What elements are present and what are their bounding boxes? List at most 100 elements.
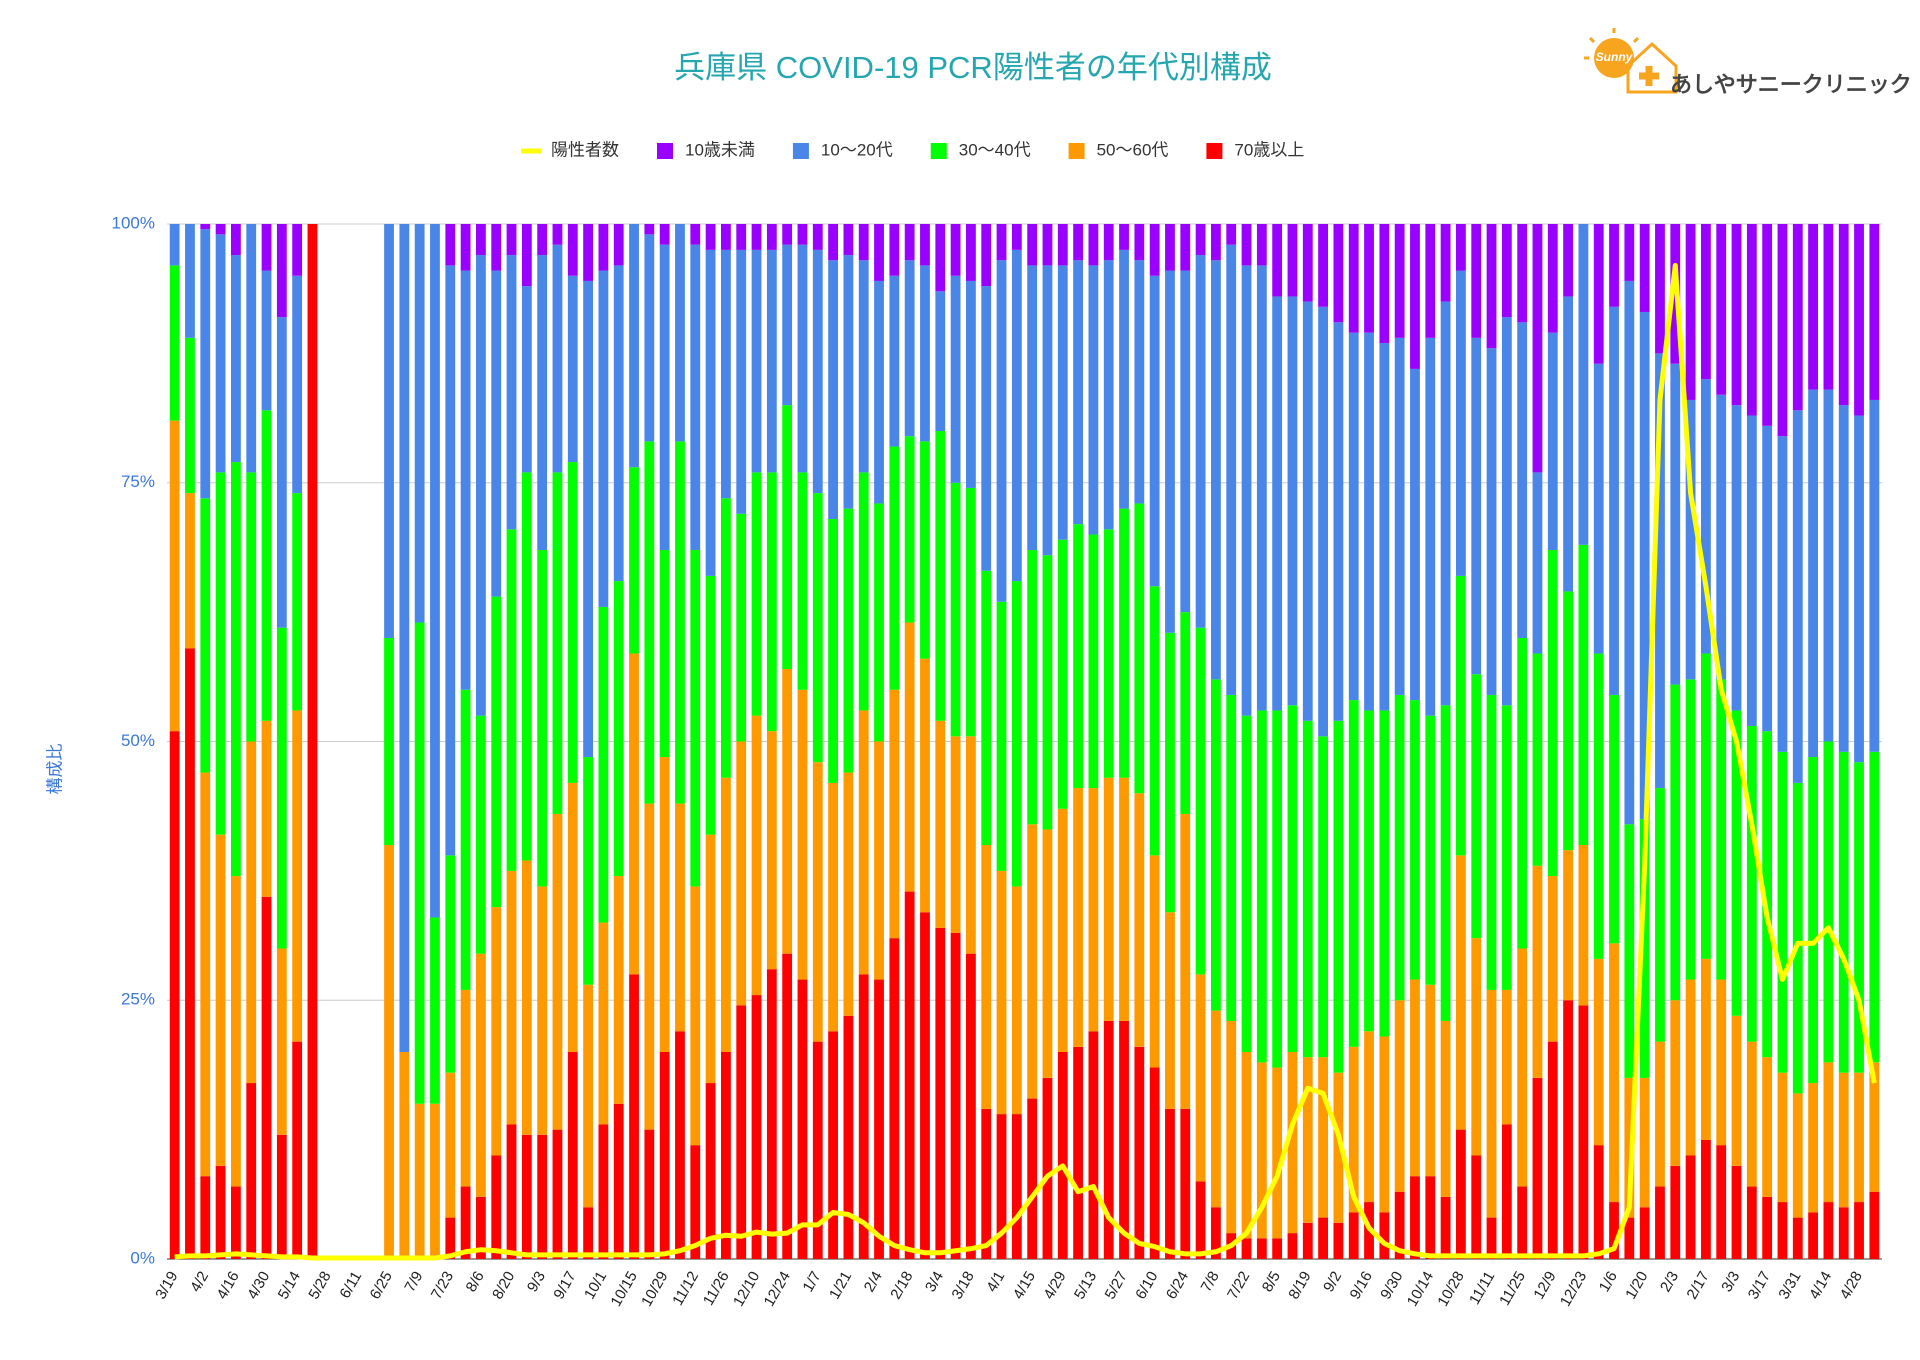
bar-segment	[889, 938, 900, 1259]
bar-segment	[1440, 1020, 1451, 1197]
bar-segment	[1256, 265, 1267, 711]
bar-segment	[1103, 1020, 1114, 1259]
bar-segment	[1547, 224, 1558, 333]
bar-segment	[200, 1176, 211, 1259]
bar-segment	[1103, 224, 1114, 261]
bar-segment	[1027, 550, 1038, 825]
bar-segment	[276, 224, 287, 318]
bar-segment	[1394, 694, 1405, 1001]
x-tick-label: 2/18	[887, 1268, 916, 1302]
bar-segment	[1823, 1202, 1834, 1259]
bar-segment	[506, 1124, 517, 1259]
bar-segment	[169, 731, 180, 1259]
bar-segment	[843, 224, 854, 256]
x-tick-label: 11/12	[669, 1268, 702, 1308]
bar-segment	[1364, 1031, 1374, 1203]
bar-segment	[1241, 265, 1252, 716]
bar-segment	[1348, 700, 1359, 1047]
legend-swatch	[930, 143, 947, 159]
bar-segment	[1563, 296, 1573, 592]
x-tick-label: 10/14	[1404, 1268, 1437, 1309]
x-tick-label: 3/19	[152, 1268, 181, 1302]
bar-segment	[491, 596, 502, 908]
bar-segment	[1302, 1222, 1313, 1259]
bar-segment	[491, 1155, 502, 1259]
bar-segment	[521, 1134, 532, 1259]
bar-segment	[521, 860, 532, 1135]
bar-segment	[644, 1129, 655, 1259]
bar-segment	[552, 224, 563, 245]
bar-segment	[552, 813, 563, 1130]
bar-segment	[644, 803, 655, 1130]
bar-segment	[1410, 700, 1420, 980]
bar-segment	[690, 244, 701, 551]
bar-segment	[1838, 1072, 1849, 1208]
bar-segment	[307, 224, 318, 1259]
bar-segment	[1639, 1077, 1650, 1208]
bar-segment	[292, 224, 303, 276]
bar-segment	[996, 601, 1007, 871]
bar-segment	[1241, 715, 1252, 1052]
bar-segment	[705, 575, 716, 835]
bar-segment	[552, 1129, 563, 1259]
bar-segment	[1792, 1093, 1803, 1218]
bar-segment	[736, 513, 747, 742]
bar-segment	[981, 570, 992, 845]
bar-segment	[889, 446, 900, 690]
bar-segment	[1379, 224, 1390, 344]
bar-segment	[1180, 270, 1191, 613]
bar-segment	[1287, 1233, 1298, 1259]
bar-segment	[567, 224, 578, 276]
bar-segment	[491, 907, 502, 1156]
bar-segment	[1471, 224, 1482, 338]
bar-segment	[1394, 1000, 1405, 1192]
bar-segment	[1119, 249, 1129, 509]
bar-segment	[644, 441, 655, 804]
bar-segment	[1823, 1062, 1834, 1203]
bar-segment	[1272, 1238, 1283, 1259]
bar-segment	[521, 472, 532, 861]
bar-segment	[889, 224, 900, 276]
bar-segment	[1149, 224, 1160, 276]
bar-segment	[1394, 337, 1405, 695]
bar-segment	[843, 1015, 854, 1259]
bar-segment	[1746, 1186, 1757, 1259]
bar-segment	[1578, 845, 1589, 1006]
bar-segment	[1701, 1139, 1711, 1259]
x-tick-label: 7/8	[1198, 1268, 1223, 1295]
bar-segment	[996, 224, 1007, 261]
bar-segment	[1762, 731, 1773, 1058]
x-tick-label: 3/3	[1718, 1268, 1743, 1295]
bar-segment	[185, 337, 195, 494]
bar-segment	[613, 265, 624, 582]
x-tick-label: 12/10	[730, 1268, 763, 1309]
bar-segment	[644, 234, 655, 442]
bar-segment	[1808, 224, 1818, 390]
bar-segment	[828, 518, 838, 783]
bar-segment	[721, 224, 731, 250]
x-tick-label: 4/15	[1010, 1268, 1039, 1302]
bar-segment	[1011, 1114, 1022, 1259]
bar-segment	[1578, 544, 1589, 845]
bar-segment	[1838, 405, 1849, 752]
bar-segment	[1318, 306, 1328, 737]
bar-segment	[1410, 979, 1420, 1177]
bar-segment	[1639, 224, 1650, 312]
bar-segment	[1042, 265, 1053, 556]
bar-segment	[1042, 1077, 1053, 1259]
bar-segment	[1501, 1124, 1512, 1259]
bar-segment	[583, 1207, 593, 1259]
bar-segment	[1134, 793, 1145, 1047]
bar-segment	[1593, 224, 1604, 364]
bar-segment	[629, 467, 639, 654]
bar-segment	[659, 224, 670, 245]
bar-segment	[1609, 694, 1619, 944]
bar-segment	[1011, 249, 1022, 582]
bar-segment	[506, 529, 517, 871]
bar-segment	[797, 689, 808, 980]
bar-segment	[1165, 632, 1175, 913]
logo-text: あしやサニークリニック	[1670, 72, 1912, 97]
x-tick-label: 9/17	[550, 1268, 579, 1302]
x-tick-label: 10/29	[638, 1268, 671, 1309]
